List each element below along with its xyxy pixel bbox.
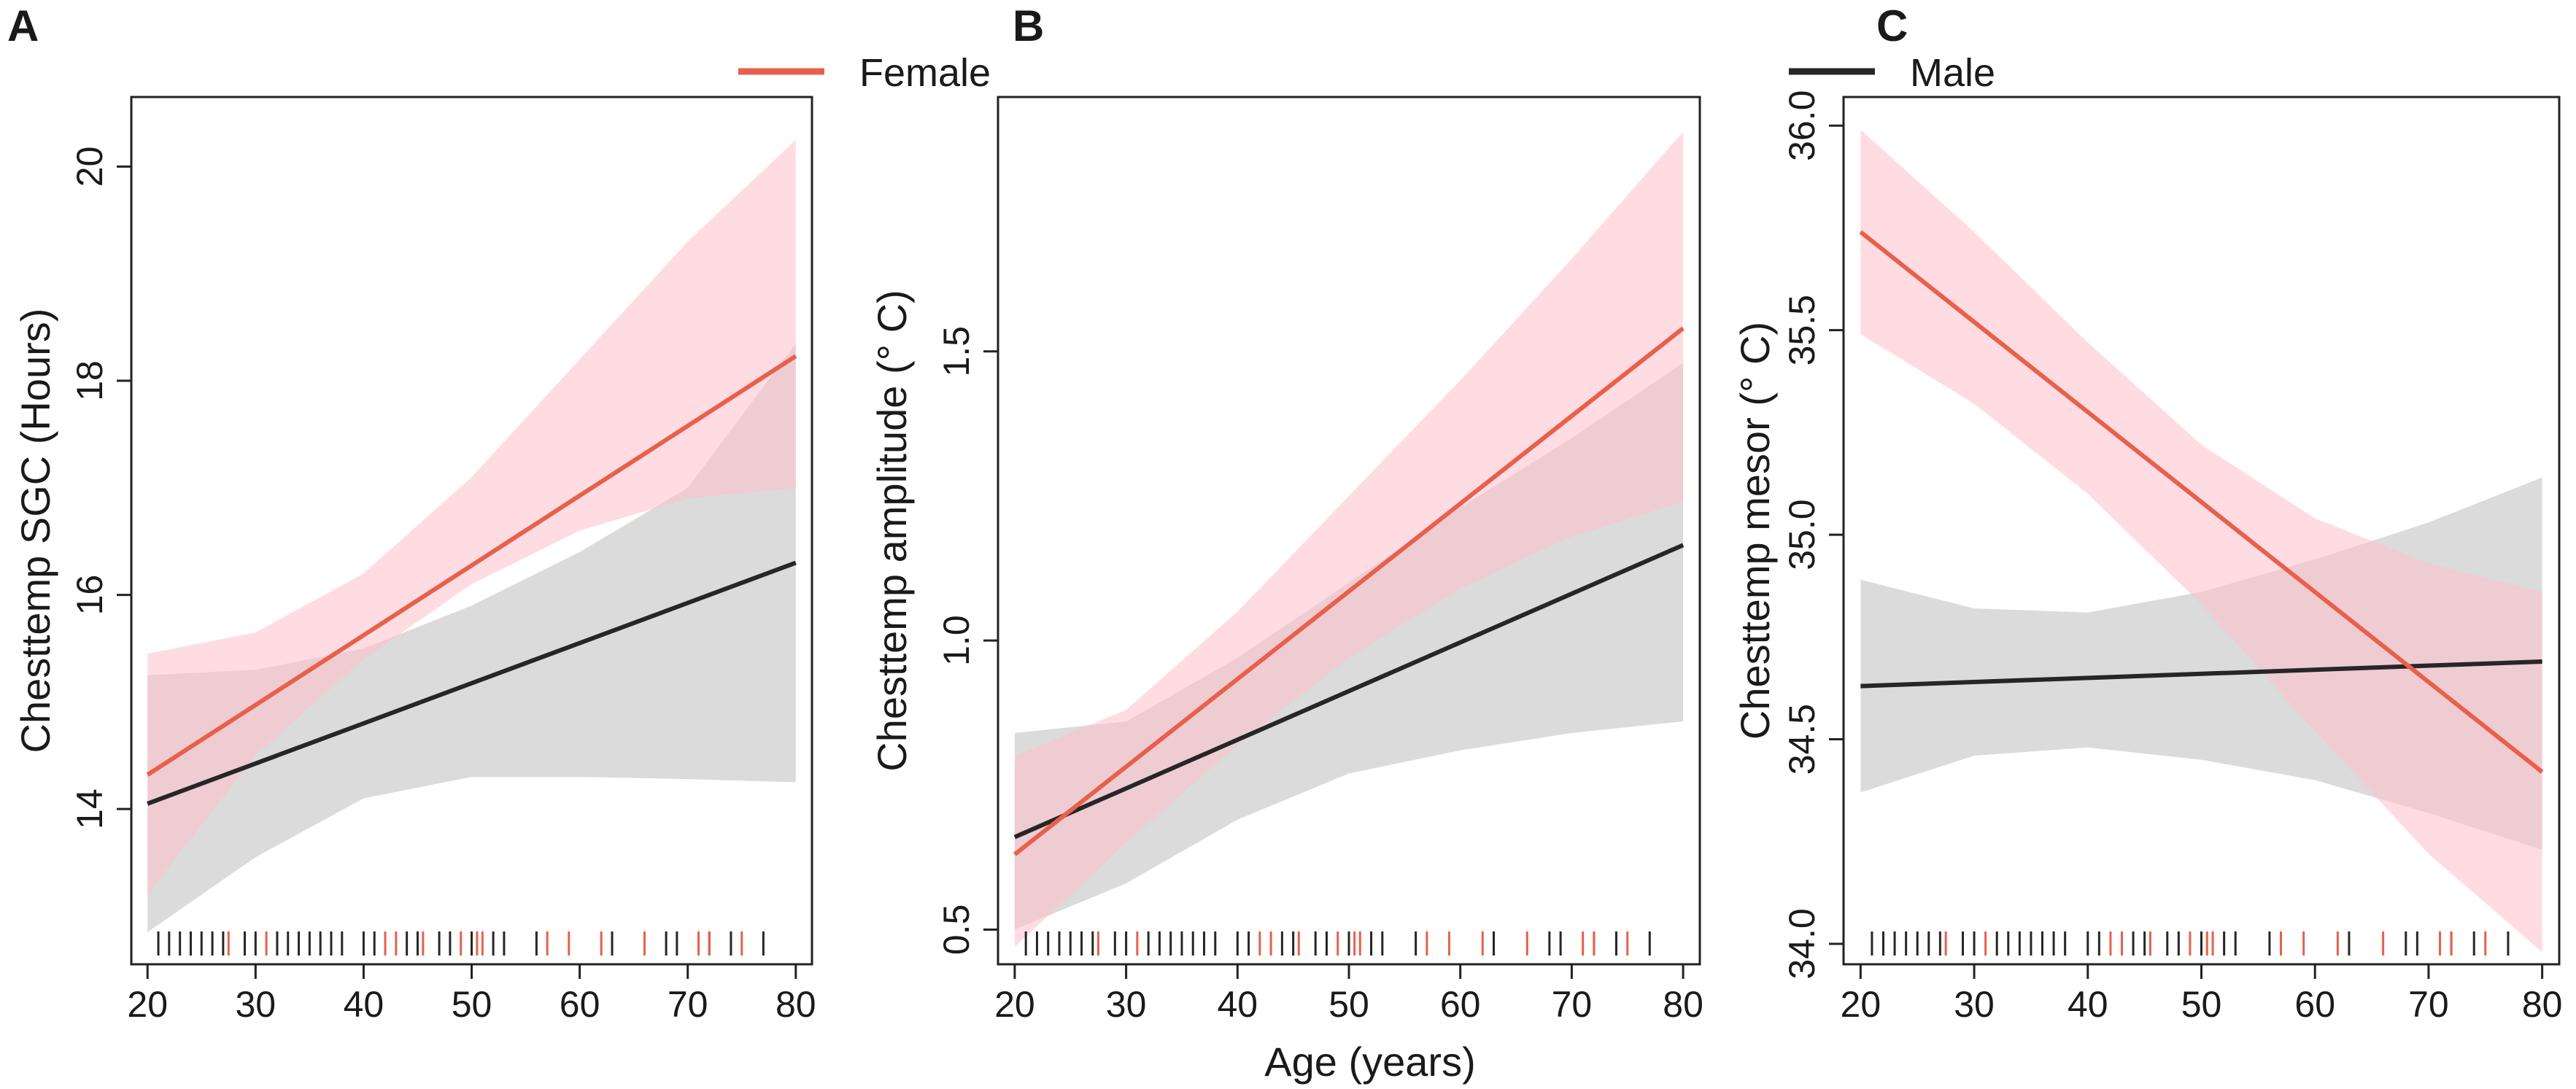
- ci-band-male: [147, 343, 796, 933]
- legend-female-label: Female: [859, 51, 991, 95]
- x-tick-label: 50: [1328, 984, 1369, 1025]
- x-tick-label: 50: [452, 984, 492, 1025]
- x-tick-label: 50: [2181, 984, 2222, 1025]
- x-tick-label: 70: [1552, 984, 1593, 1025]
- ci-band-female: [1014, 131, 1684, 947]
- panel-b: 20 30 40 50 60 70 80 0.5 1.0 1.5 Chesttemp amplitu…: [869, 1, 1703, 1025]
- fit-line-female: [1859, 230, 2544, 774]
- y-axis-label: Chesttemp mesor (° C): [1732, 322, 1778, 740]
- y-axis-label: Chesttemp amplitude (° C): [869, 290, 915, 771]
- fit-line-male: [1013, 543, 1685, 840]
- y-tick-label: 36.0: [1782, 90, 1822, 161]
- fit-line-male: [147, 560, 797, 806]
- legend: Female Male: [738, 51, 1995, 95]
- y-axis-label: Chesttemp SGC (Hours): [12, 309, 58, 753]
- y-tick-label: 16: [69, 575, 110, 616]
- ci-band-female: [1860, 129, 2542, 953]
- x-tick-label: 70: [668, 984, 708, 1025]
- x-tick-label: 40: [1217, 984, 1258, 1025]
- fit-line-female: [146, 354, 797, 777]
- x-tick-label: 80: [2522, 984, 2563, 1025]
- y-tick-label: 34.0: [1782, 908, 1822, 979]
- x-tick-label: 80: [775, 984, 816, 1025]
- y-tick-label: 14: [69, 788, 110, 829]
- panel-a: 20 30 40 50 60 70 80 14 16 18 20 Chesttemp SGC (Hou…: [7, 1, 816, 1025]
- panel-letter: A: [7, 1, 39, 50]
- x-tick-label: 20: [1841, 984, 1881, 1025]
- legend-male-label: Male: [1910, 51, 1995, 95]
- ci-band-female: [147, 139, 796, 895]
- panel-letter: C: [1876, 1, 1908, 50]
- x-tick-label: 20: [127, 984, 168, 1025]
- x-tick-label: 30: [235, 984, 276, 1025]
- y-tick-label: 20: [69, 147, 110, 187]
- x-tick-label: 80: [1663, 984, 1703, 1025]
- y-tick-label: 0.5: [936, 904, 977, 956]
- panel-c: 20 30 40 50 60 70 80 34.0 34.5 35.0 35.5 36.0 Chestt…: [1732, 1, 2562, 1025]
- y-tick-label: 35.5: [1782, 295, 1822, 365]
- x-tick-label: 40: [344, 984, 384, 1025]
- x-tick-label: 60: [560, 984, 600, 1025]
- x-tick-label: 30: [1106, 984, 1147, 1025]
- y-tick-label: 1.5: [936, 326, 977, 377]
- x-tick-label: 70: [2408, 984, 2449, 1025]
- y-tick-label: 1.0: [936, 615, 977, 666]
- fit-line-female: [1013, 326, 1685, 856]
- y-tick-label: 18: [69, 360, 110, 401]
- shared-x-axis-label: Age (years): [1264, 1039, 1475, 1085]
- x-tick-label: 60: [2294, 984, 2335, 1025]
- x-tick-label: 60: [1440, 984, 1481, 1025]
- y-tick-label: 35.0: [1782, 499, 1822, 570]
- panel-letter: B: [1013, 1, 1044, 50]
- x-tick-label: 30: [1954, 984, 1995, 1025]
- x-tick-label: 40: [2068, 984, 2108, 1025]
- x-tick-label: 20: [994, 984, 1035, 1025]
- y-tick-label: 34.5: [1782, 704, 1822, 775]
- fit-line-male: [1860, 659, 2542, 689]
